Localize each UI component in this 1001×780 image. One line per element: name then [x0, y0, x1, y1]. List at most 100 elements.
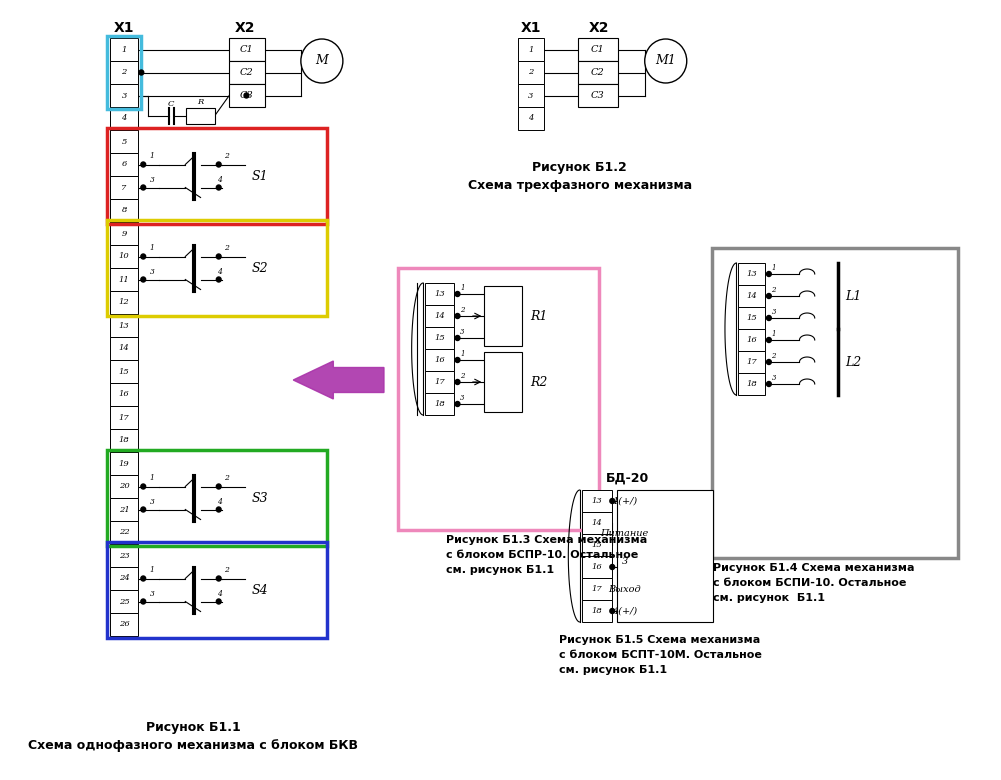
Text: 3: 3 [772, 308, 776, 316]
Text: 24: 24 [119, 575, 129, 583]
Bar [739, 329, 765, 351]
Circle shape [767, 360, 772, 364]
Text: 18: 18 [592, 607, 603, 615]
Bar [425, 305, 453, 327]
Bar [110, 130, 138, 153]
Bar [107, 128, 326, 224]
Bar [739, 351, 765, 373]
Circle shape [141, 507, 145, 512]
Bar [110, 176, 138, 199]
Text: БД-20: БД-20 [606, 471, 650, 484]
Bar [582, 490, 613, 512]
Text: 1: 1 [529, 45, 534, 54]
Text: 2: 2 [121, 69, 127, 76]
Circle shape [455, 380, 459, 385]
Text: S1: S1 [251, 169, 268, 183]
Bar [578, 61, 618, 84]
Bar [110, 590, 138, 613]
Text: X1: X1 [521, 21, 542, 35]
Text: с блоком БСПР-10. Остальное: с блоком БСПР-10. Остальное [446, 550, 639, 560]
Circle shape [216, 507, 221, 512]
Bar [739, 307, 765, 329]
Text: 6: 6 [121, 161, 127, 168]
Text: M1: M1 [656, 55, 676, 68]
Text: 26: 26 [119, 621, 129, 629]
Text: 25: 25 [119, 597, 129, 605]
Text: 22: 22 [119, 529, 129, 537]
Text: 17: 17 [434, 378, 444, 386]
Bar [110, 291, 138, 314]
Circle shape [767, 271, 772, 276]
Bar [107, 220, 326, 316]
Text: C: C [168, 100, 174, 108]
Bar [110, 84, 138, 107]
Text: C1: C1 [591, 45, 605, 54]
Text: с блоком БСПТ-10М. Остальное: с блоком БСПТ-10М. Остальное [559, 650, 762, 660]
Bar [578, 84, 618, 107]
Text: 21: 21 [119, 505, 129, 513]
Text: с блоком БСПИ-10. Остальное: с блоком БСПИ-10. Остальное [714, 578, 907, 588]
Bar [582, 534, 613, 556]
Bar [739, 373, 765, 395]
Text: L2: L2 [845, 356, 862, 368]
Bar [582, 578, 613, 600]
Text: 1: 1 [149, 566, 154, 575]
Text: 2: 2 [224, 244, 229, 253]
Bar [107, 450, 326, 546]
Text: 1: 1 [149, 244, 154, 253]
Bar [582, 600, 613, 622]
Text: 13: 13 [119, 321, 129, 329]
Text: 17: 17 [592, 585, 603, 593]
Text: R: R [197, 98, 203, 107]
Text: 2: 2 [460, 372, 464, 380]
Text: см. рисунок Б1.1: см. рисунок Б1.1 [446, 565, 555, 575]
Circle shape [141, 254, 145, 259]
Text: 16: 16 [747, 336, 757, 344]
Text: Рисунок Б1.4 Схема механизма: Рисунок Б1.4 Схема механизма [714, 563, 915, 573]
Text: 5: 5 [121, 137, 127, 146]
Circle shape [141, 162, 145, 167]
Circle shape [455, 292, 459, 296]
Text: 1: 1 [149, 153, 154, 161]
Text: X2: X2 [235, 21, 255, 35]
Bar [582, 512, 613, 534]
Bar [110, 544, 138, 567]
Text: 14: 14 [434, 312, 444, 320]
Bar [518, 38, 545, 61]
Circle shape [216, 162, 221, 167]
Text: S3: S3 [251, 491, 268, 505]
Text: 19: 19 [119, 459, 129, 467]
Text: 18: 18 [747, 380, 757, 388]
Bar [712, 248, 958, 558]
Circle shape [610, 498, 615, 504]
Text: X1: X1 [114, 21, 134, 35]
Text: 13: 13 [592, 497, 603, 505]
Text: 8: 8 [121, 207, 127, 215]
Circle shape [767, 315, 772, 321]
Circle shape [141, 599, 145, 604]
Bar [617, 490, 713, 622]
Bar [110, 107, 138, 130]
Bar [739, 263, 765, 285]
Text: 1: 1 [149, 474, 154, 483]
Bar [110, 199, 138, 222]
Text: C3: C3 [591, 91, 605, 100]
Text: Рисунок Б1.3 Схема механизма: Рисунок Б1.3 Схема механизма [446, 535, 648, 545]
Bar [484, 352, 523, 412]
Text: 13: 13 [434, 290, 444, 298]
Text: 4: 4 [121, 115, 127, 122]
Bar [110, 61, 138, 84]
Text: C2: C2 [591, 68, 605, 77]
Circle shape [455, 357, 459, 363]
Text: 4: 4 [217, 176, 222, 183]
Text: 4: 4 [217, 590, 222, 597]
Bar [110, 429, 138, 452]
Text: 1: 1 [121, 45, 127, 54]
Text: 18: 18 [119, 437, 129, 445]
Text: 2: 2 [772, 352, 776, 360]
Circle shape [455, 335, 459, 341]
Bar [110, 613, 138, 636]
Circle shape [216, 254, 221, 259]
Bar [484, 286, 523, 346]
Circle shape [767, 338, 772, 342]
